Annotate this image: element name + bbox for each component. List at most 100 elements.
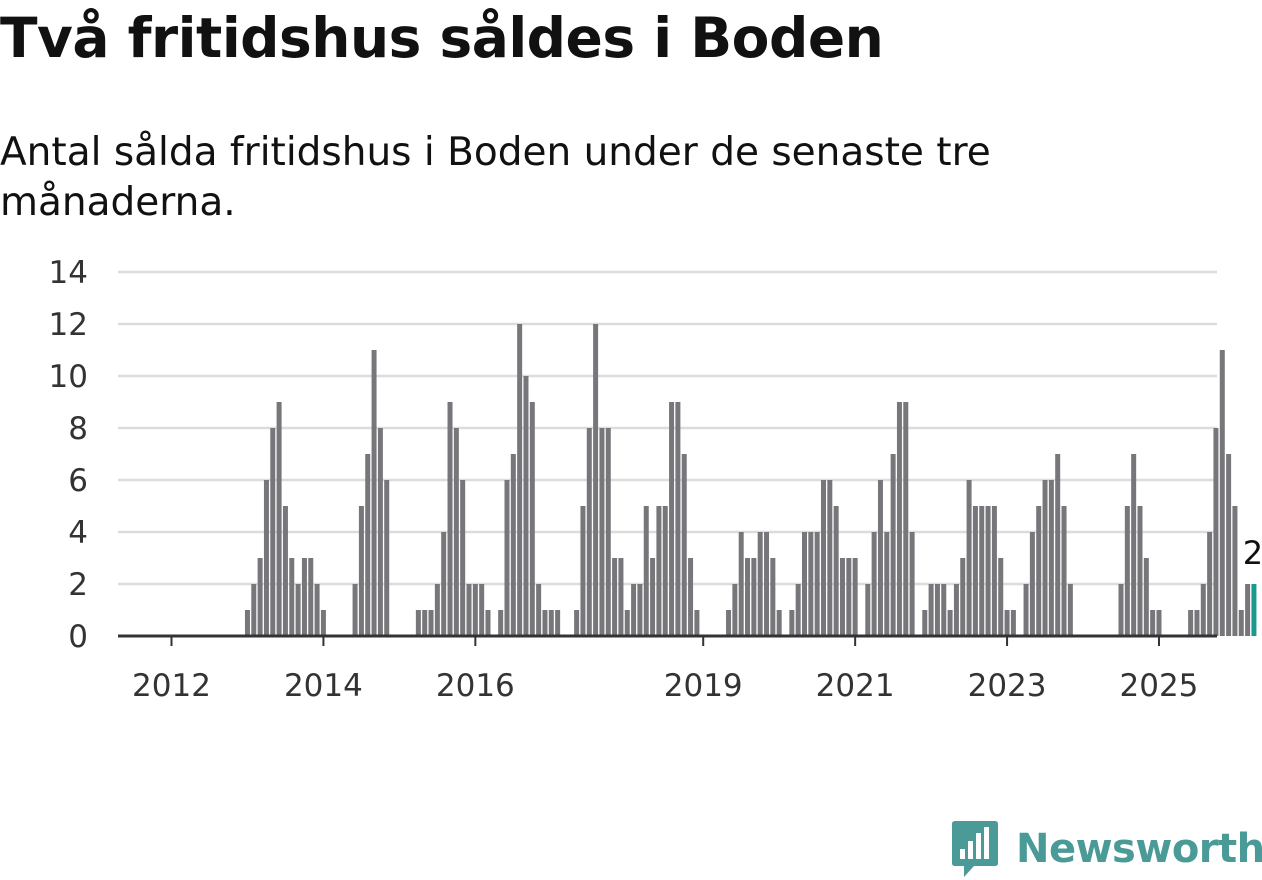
bar [1200,584,1206,636]
bar [631,584,637,636]
bar [599,428,605,636]
bar [1118,584,1124,636]
bar [536,584,542,636]
y-tick-label: 4 [68,515,88,551]
bar [934,584,940,636]
bar [694,610,700,636]
x-tick-label: 2019 [664,668,743,704]
bar [441,532,447,636]
bar [928,584,934,636]
bar [498,610,504,636]
highlight-bar [1251,584,1257,636]
bar [941,584,947,636]
bar [1131,454,1137,636]
bar [776,610,782,636]
bar [295,584,301,636]
bar [1010,610,1016,636]
bar [384,480,390,636]
bar [447,402,453,636]
bar [922,610,928,636]
bar [1048,480,1054,636]
bar [890,454,896,636]
bar [764,532,770,636]
x-tick-label: 2025 [1120,668,1199,704]
bar [814,532,820,636]
y-tick-label: 6 [68,463,88,499]
bar [1226,454,1232,636]
brand-logo[interactable]: Newsworthy [950,818,1262,880]
bar [991,506,997,636]
bar [877,480,883,636]
bar [517,324,523,636]
chart-subtitle: Antal sålda fritidshus i Boden under de … [0,130,991,225]
bar [833,506,839,636]
bar [1143,558,1149,636]
bar [751,558,757,636]
chart-title: Två fritidshus såldes i Boden [0,6,884,70]
bar [820,480,826,636]
bar [865,584,871,636]
bar [320,610,326,636]
bar [580,506,586,636]
bar [732,584,738,636]
bar [802,532,807,636]
bar [738,532,744,636]
bar [434,584,440,636]
bar [301,558,307,636]
bar [529,402,535,636]
bar [896,402,902,636]
bar [827,480,833,636]
bar [460,480,466,636]
bar [1219,350,1225,636]
bar [358,506,364,636]
bar [270,428,276,636]
bar [884,532,890,636]
bar [839,558,845,636]
bar [371,350,377,636]
bar [1232,506,1238,636]
bar [479,584,485,636]
bar [257,558,263,636]
y-tick-label: 0 [68,619,88,655]
bar [415,610,421,636]
x-tick-label: 2014 [284,668,363,704]
y-axis: 0 2 4 6 8 10 12 14 [49,255,88,655]
bar [289,558,295,636]
bar [377,428,383,636]
bar [1213,428,1219,636]
bar [593,324,599,636]
bar [757,532,763,636]
bar [808,532,814,636]
x-tick-label: 2023 [968,668,1047,704]
bar [909,532,915,636]
bar [966,480,972,636]
y-tick-label: 14 [49,255,88,291]
bar [422,610,428,636]
bar [510,454,516,636]
bar [605,428,611,636]
bar [282,506,288,636]
bar [745,558,751,636]
bar [574,610,580,636]
bar [453,428,459,636]
bar-chart-badge-icon [952,821,998,877]
bar [352,584,358,636]
bar [669,402,675,636]
bar [960,558,966,636]
bar [681,454,687,636]
x-tick-label: 2021 [816,668,895,704]
y-tick-label: 10 [49,359,88,395]
bar [947,610,953,636]
bar [251,584,257,636]
bar [1137,506,1143,636]
x-axis: 2012 2014 2016 2019 2021 2023 2025 [132,636,1198,704]
bar [263,480,269,636]
bar [903,402,909,636]
bar [1207,532,1213,636]
bar [586,428,592,636]
bar [985,506,991,636]
bar [428,610,434,636]
x-tick-label: 2016 [436,668,515,704]
highlight-value-label: 2 [1243,534,1262,572]
bar [314,584,320,636]
